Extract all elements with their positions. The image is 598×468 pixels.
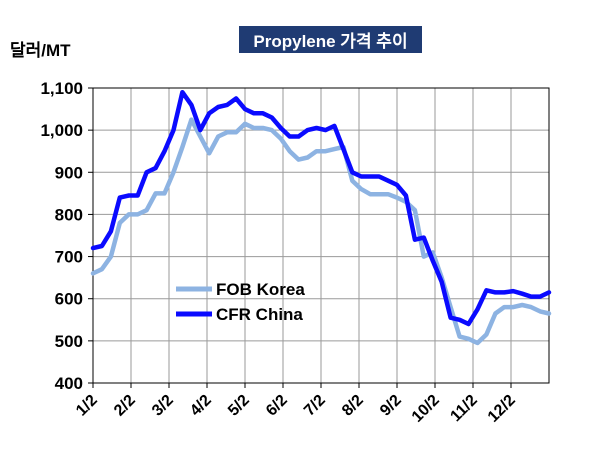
series-line-cfr-china: [90, 89, 552, 327]
y-tick-label: 500: [55, 332, 83, 351]
y-tick-label: 900: [55, 163, 83, 182]
x-tick-label: 4/2: [187, 392, 215, 420]
plot-border: [92, 87, 550, 384]
x-tick-label: 5/2: [225, 392, 253, 420]
chart-title: Propylene 가격 추이: [239, 26, 422, 53]
y-axis-label: 달러/MT: [10, 41, 71, 60]
x-tick-label: 7/2: [301, 392, 329, 420]
y-tick-label: 1,100: [40, 79, 83, 98]
x-tick-label: 2/2: [111, 392, 139, 420]
x-tick-label: 1/2: [73, 392, 101, 420]
x-tick-label: 6/2: [263, 392, 291, 420]
x-tick-label: 3/2: [149, 392, 177, 420]
x-tick-label: 11/2: [447, 392, 480, 425]
series-line-fob-korea: [90, 117, 552, 346]
y-tick-label: 800: [55, 205, 83, 224]
x-tick-label: 9/2: [377, 392, 405, 420]
y-tick-label: 400: [55, 374, 83, 393]
x-tick-label: 10/2: [409, 392, 443, 426]
x-tick-label: 8/2: [339, 392, 367, 420]
legend-label: FOB Korea: [216, 280, 305, 299]
x-tick-label: 12/2: [485, 392, 519, 426]
y-tick-label: 1,000: [40, 121, 83, 140]
y-tick-label: 700: [55, 248, 83, 267]
legend-label: CFR China: [216, 305, 303, 324]
y-tick-label: 600: [55, 290, 83, 309]
